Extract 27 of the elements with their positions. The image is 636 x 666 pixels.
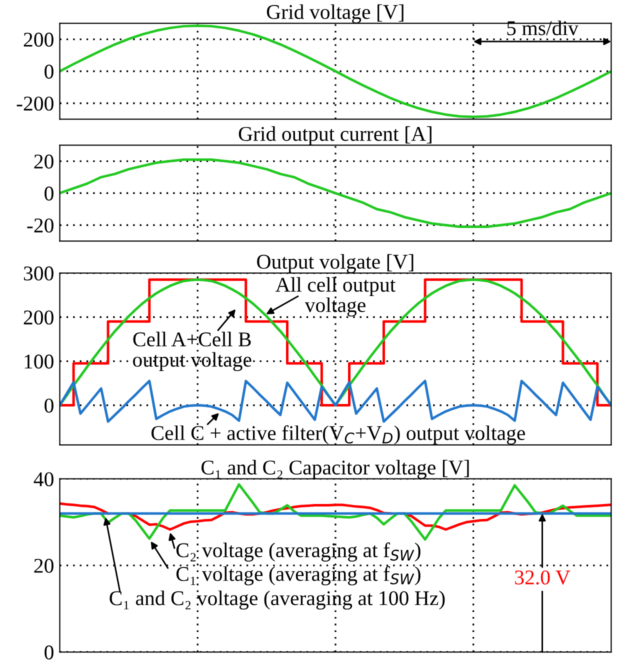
annotation: C₁ and C₂ voltage (averaging at 100 Hz) <box>110 590 445 610</box>
y-tick-label: 0 <box>44 398 54 413</box>
chart-title: Grid output current [A] <box>238 126 432 146</box>
y-tick-label: 100 <box>24 354 54 369</box>
y-tick-label: 0 <box>44 186 54 201</box>
annotation: All cell output voltage <box>276 277 396 316</box>
y-tick-label: 300 <box>24 266 54 280</box>
annotation: 5 ms/div <box>507 20 578 36</box>
y-tick-label: 0 <box>44 645 54 660</box>
y-tick-label: 200 <box>24 310 54 325</box>
y-tick-label: -20 <box>27 218 54 233</box>
line-series <box>60 380 612 423</box>
chart-title: Output volgate [V] <box>257 254 414 274</box>
chart-title: Grid voltage [V] <box>266 4 404 24</box>
y-tick-label: 20 <box>34 558 54 573</box>
y-tick-label: 40 <box>34 472 54 486</box>
y-tick-label: 0 <box>44 64 54 79</box>
annotation: Cell C + active filter(V$_{C}$+V$_{D}$) output voltage <box>152 425 525 444</box>
y-tick-label: 20 <box>34 154 54 169</box>
annotation: C₂ voltage (averaging at f$_{SW}$) <box>176 542 420 562</box>
line-series <box>60 158 612 228</box>
annotation: C₁ voltage (averaging at f$_{SW}$) <box>176 566 420 586</box>
y-tick-label: -200 <box>16 96 54 111</box>
annotation: 32.0 V <box>515 570 570 585</box>
y-tick-label: 200 <box>24 32 54 47</box>
annotation: Cell A+Cell B output voltage <box>133 332 252 372</box>
chart-title: C₁ and C₂ Capacitor voltage [V] <box>202 460 469 479</box>
